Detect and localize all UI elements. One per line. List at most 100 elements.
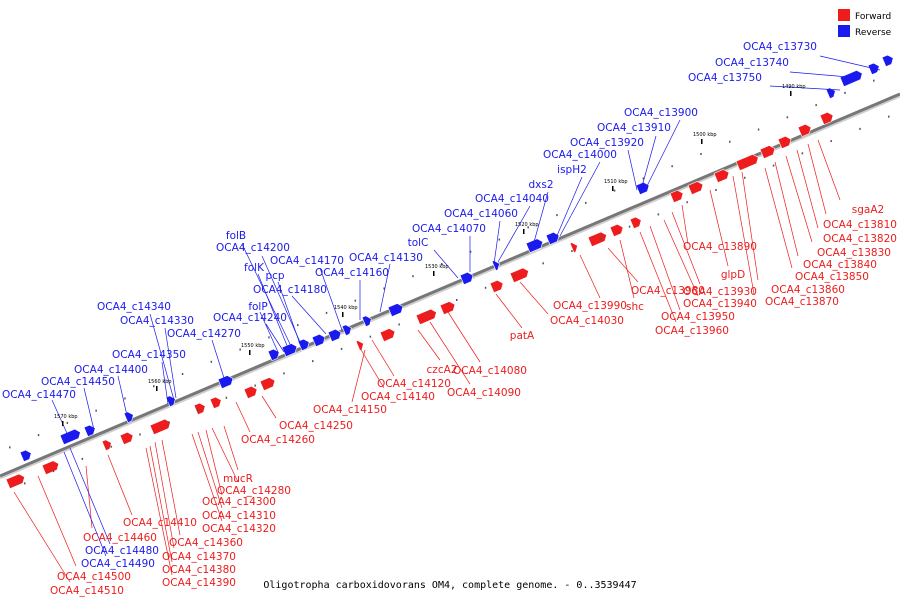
gene-label: OCA4_c14070 bbox=[412, 223, 486, 235]
gene-leader-line bbox=[789, 71, 861, 79]
genome-caption: Oligotropha carboxidovorans OM4, complet… bbox=[263, 580, 636, 591]
gene-label: OCA4_c14350 bbox=[112, 349, 186, 361]
forward-gene-arrow bbox=[439, 301, 456, 315]
gene-leader-line bbox=[191, 433, 223, 522]
gene-label: OCA4_c14250 bbox=[279, 420, 353, 432]
gene-label: folB bbox=[226, 230, 246, 242]
reverse-gene-arrow bbox=[123, 411, 134, 423]
forward-gene-arrow bbox=[415, 308, 437, 325]
forward-gene-arrow bbox=[119, 431, 134, 445]
gene-leader-line bbox=[619, 239, 635, 299]
gene-label: dxs2 bbox=[528, 179, 553, 191]
reverse-gene-arrow bbox=[341, 324, 352, 336]
gene-label: OCA4_c13930 bbox=[683, 286, 757, 298]
minor-tick-dots bbox=[9, 79, 890, 485]
reverse-gene-arrow bbox=[545, 231, 560, 245]
gene-leader-line bbox=[85, 465, 93, 529]
reverse-gene-arrow bbox=[83, 424, 96, 437]
forward-gene-arrow bbox=[587, 231, 607, 247]
kbp-tick-mark bbox=[523, 229, 525, 234]
reverse-gene-arrow bbox=[839, 70, 863, 87]
gene-leader-line bbox=[164, 327, 177, 399]
forward-gene-arrow bbox=[669, 189, 684, 203]
gene-leader-line bbox=[819, 55, 881, 71]
gene-label: OCA4_c14380 bbox=[162, 564, 236, 576]
gene-label: OCA4_c14130 bbox=[349, 252, 423, 264]
gene-leader-line bbox=[681, 204, 689, 245]
forward-gene-arrow bbox=[629, 216, 642, 229]
gene-label: OCA4_c14390 bbox=[162, 577, 236, 589]
legend-reverse-swatch bbox=[838, 25, 850, 37]
legend-forward-label: Forward bbox=[855, 12, 891, 22]
gene-leader-line bbox=[51, 399, 71, 441]
forward-gene-arrow bbox=[149, 418, 171, 435]
gene-label: OCA4_c13810 bbox=[823, 219, 897, 231]
gene-label: OCA4_c13740 bbox=[715, 57, 789, 69]
reverse-gene-arrow bbox=[525, 238, 544, 253]
kbp-tick-mark bbox=[701, 139, 703, 144]
gene-label: pcp bbox=[265, 270, 284, 282]
gene-label: OCA4_c13750 bbox=[688, 72, 762, 84]
gene-leader-line bbox=[709, 189, 729, 267]
gene-label: OCA4_c14500 bbox=[57, 571, 131, 583]
legend-forward-swatch bbox=[838, 9, 850, 21]
gene-leader-line bbox=[257, 273, 289, 349]
gene-leader-line bbox=[774, 161, 799, 257]
gene-label: OCA4_c13980 bbox=[631, 285, 705, 297]
gene-leader-line bbox=[69, 447, 111, 545]
gene-label: OCA4_c14330 bbox=[120, 315, 194, 327]
reverse-gene-arrow bbox=[165, 395, 176, 407]
gene-label: glpD bbox=[721, 269, 745, 281]
gene-label: OCA4_c14030 bbox=[550, 315, 624, 327]
gene-leader-line bbox=[644, 119, 681, 191]
reverse-gene-arrow bbox=[59, 428, 81, 445]
kbp-tick-mark bbox=[433, 271, 435, 276]
forward-gene-arrow bbox=[259, 377, 276, 391]
gene-leader-line bbox=[211, 339, 225, 379]
gene-label: OCA4_c13730 bbox=[743, 41, 817, 53]
gene-label: OCA4_c13840 bbox=[803, 259, 877, 271]
gene-leader-line bbox=[555, 176, 583, 239]
forward-gene-arrow bbox=[735, 154, 759, 171]
gene-leader-line bbox=[533, 191, 549, 243]
gene-label: OCA4_c14370 bbox=[162, 551, 236, 563]
gene-label: OCA4_c14280 bbox=[217, 485, 291, 497]
gene-leader-line bbox=[732, 175, 755, 295]
kbp-tick-label: 1540 kbp bbox=[334, 305, 358, 311]
gene-leader-line bbox=[579, 254, 601, 299]
kbp-tick-label: 1500 kbp bbox=[693, 132, 717, 138]
gene-leader-line bbox=[741, 171, 759, 281]
gene-label: OCA4_c13890 bbox=[683, 241, 757, 253]
gene-leader-line bbox=[447, 311, 481, 363]
gene-label: OCA4_c14260 bbox=[241, 434, 315, 446]
gene-label: folK bbox=[244, 262, 265, 274]
gene-label: OCA4_c14040 bbox=[475, 193, 549, 205]
gene-leader-line bbox=[559, 161, 601, 237]
gene-leader-line bbox=[769, 85, 841, 91]
reverse-gene-arrow bbox=[361, 315, 372, 327]
gene-label: OCA4_c14080 bbox=[453, 365, 527, 377]
gene-label: OCA4_c14180 bbox=[253, 284, 327, 296]
gene-leader-line bbox=[161, 439, 181, 536]
gene-leader-line bbox=[807, 143, 827, 215]
kbp-tick-label: 1560 kbp bbox=[148, 379, 172, 385]
forward-gene-arrow bbox=[777, 135, 792, 149]
gene-label: OCA4_c14170 bbox=[270, 255, 344, 267]
reverse-gene-arrow bbox=[327, 328, 342, 342]
gene-leader-line bbox=[291, 295, 327, 335]
gene-label: OCA4_c14270 bbox=[167, 328, 241, 340]
gene-leader-line bbox=[627, 149, 638, 191]
legend: Forward Reverse bbox=[838, 9, 892, 38]
gene-label: OCA4_c14160 bbox=[315, 267, 389, 279]
reverse-gene-arrow bbox=[635, 181, 650, 195]
kbp-tick-mark bbox=[342, 312, 344, 317]
forward-gene-arrow bbox=[41, 460, 60, 475]
gene-label: ispH2 bbox=[557, 164, 587, 176]
gene-leader-line bbox=[764, 167, 793, 269]
gene-label: OCA4_c14000 bbox=[543, 149, 617, 161]
gene-leader-line bbox=[261, 255, 301, 343]
gene-label: czcA2 bbox=[427, 364, 458, 376]
gene-leader-line bbox=[640, 135, 657, 191]
gene-leader-line bbox=[149, 445, 173, 563]
